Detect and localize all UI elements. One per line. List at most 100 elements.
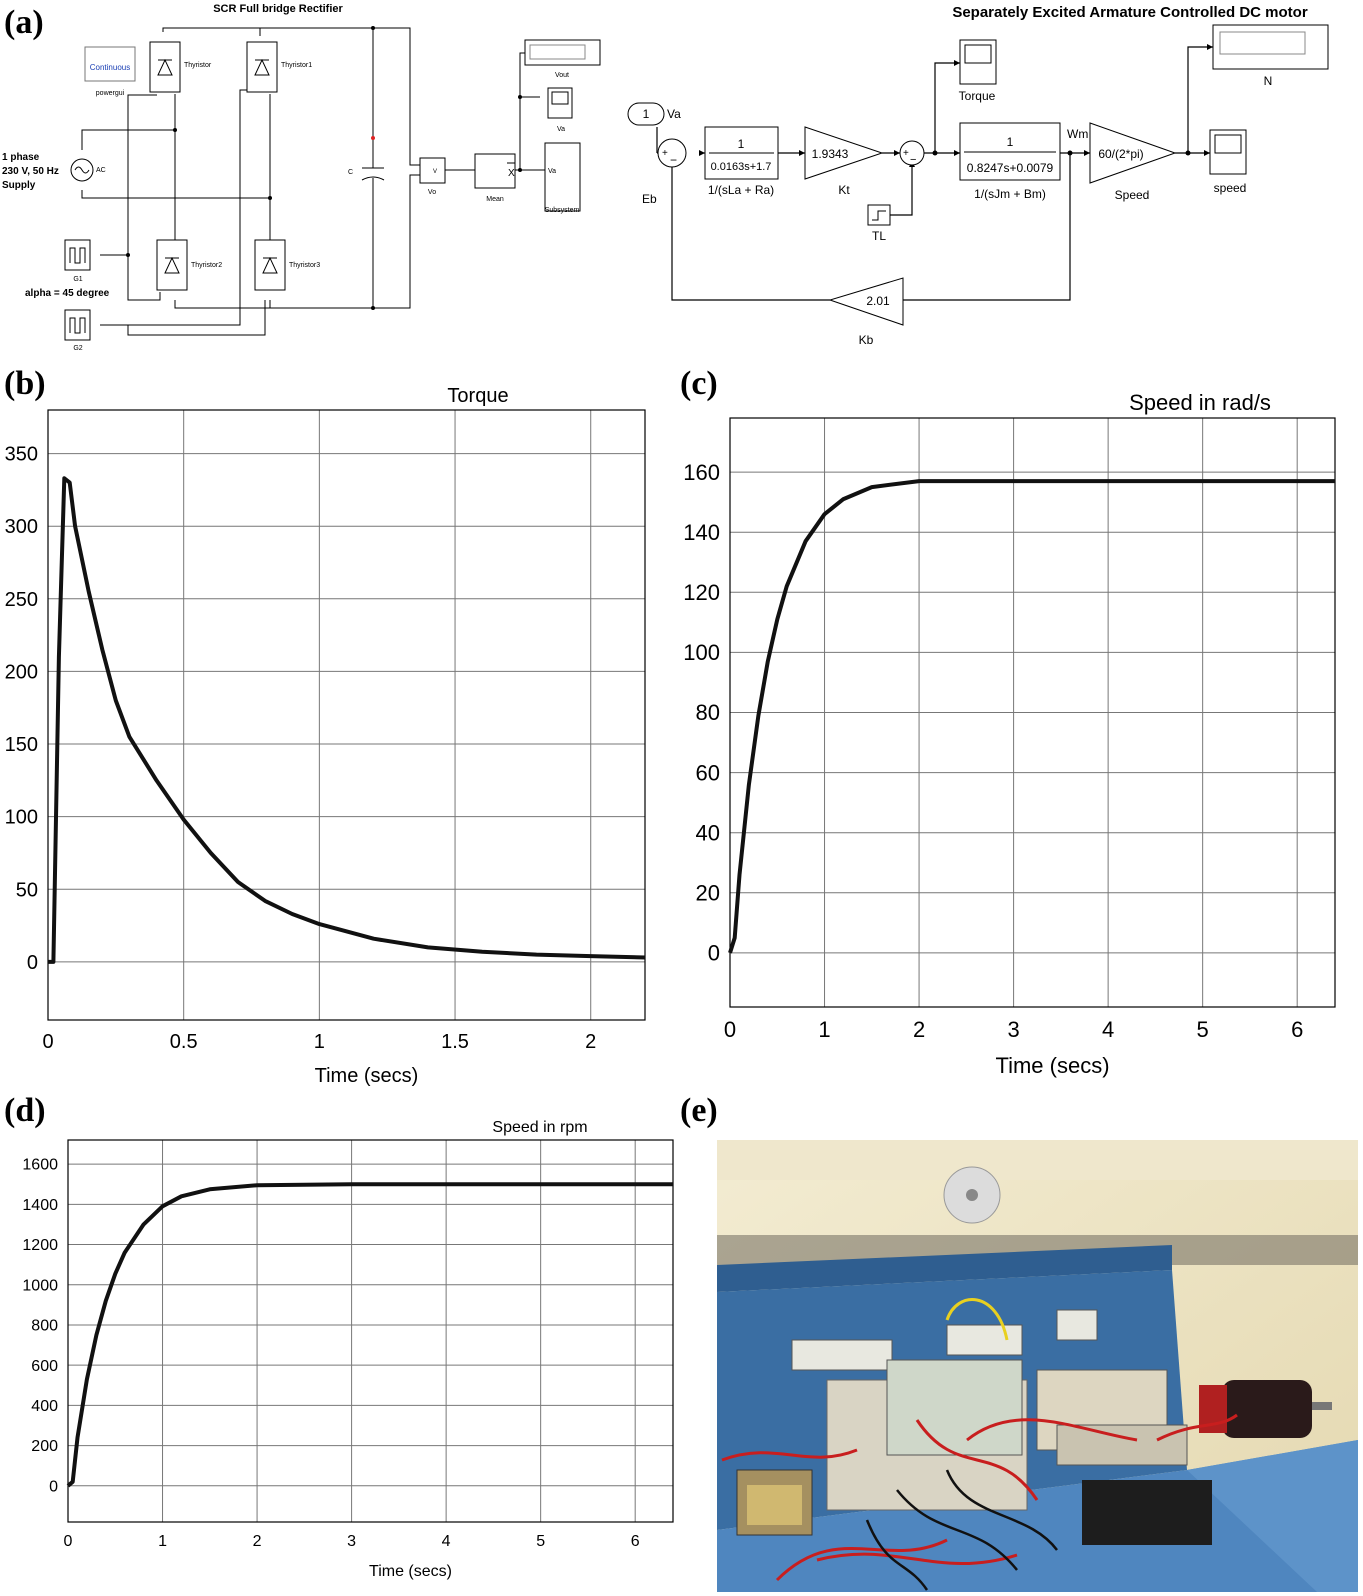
mean-block — [474, 153, 516, 189]
va-constant-block — [627, 102, 665, 126]
rectifier-title: SCR Full bridge Rectifier — [213, 3, 343, 15]
panel-label-c: (c) — [680, 365, 718, 402]
torque-chart: 0 0.5 1 1.5 2 0 50 100 150 200 250 300 350 Torque Time… — [5, 385, 646, 1087]
mean-label: Mean — [486, 196, 504, 203]
thyristor-label: Thyristor — [184, 62, 212, 69]
y-tick-label: 1400 — [22, 1197, 58, 1214]
kt-gain-block — [804, 126, 884, 180]
svg-text:−: − — [670, 153, 677, 167]
series-line — [728, 479, 1335, 954]
vo-label: Vo — [428, 189, 436, 196]
speed-scope-label: speed — [1214, 181, 1247, 195]
thyristor3-label: Thyristor3 — [289, 262, 320, 269]
svg-text:+: + — [903, 148, 909, 159]
x-tick-label: 0 — [64, 1533, 73, 1550]
x-tick-label: 1 — [818, 1017, 830, 1042]
y-tick-label: 800 — [31, 1318, 58, 1335]
x-tick-label: 2 — [585, 1031, 596, 1053]
x-axis-label: Time (secs) — [995, 1053, 1109, 1078]
panel-label-e: (e) — [680, 1092, 718, 1129]
y-tick-label: 0 — [708, 941, 720, 966]
x-tick-label: 5 — [536, 1533, 545, 1550]
y-tick-label: 0 — [49, 1478, 58, 1495]
mean-symbol: X — [508, 168, 515, 179]
supply-line-2: 230 V, 50 Hz — [2, 166, 59, 177]
capacitor-label: C — [348, 169, 353, 176]
kb-label: Kb — [859, 333, 874, 347]
pulse-generator-g1 — [64, 239, 91, 271]
x-tick-label: 3 — [347, 1533, 356, 1550]
x-axis-label: Time (secs) — [369, 1563, 452, 1580]
x-tick-label: 0.5 — [170, 1031, 198, 1053]
sum-junction-1 — [657, 138, 687, 168]
y-tick-label: 300 — [5, 516, 38, 538]
lab-setup-photo — [717, 1140, 1358, 1592]
panel-label-d: (d) — [4, 1092, 46, 1129]
y-tick-label: 400 — [31, 1398, 58, 1415]
y-tick-label: 120 — [683, 580, 720, 605]
vo-block — [419, 157, 446, 184]
y-tick-label: 200 — [5, 661, 38, 683]
g1-label: G1 — [73, 276, 82, 283]
y-tick-label: 40 — [696, 820, 720, 845]
tf1-num: 1 — [738, 137, 745, 151]
speed-gain-block — [1089, 122, 1177, 184]
powergui-label: Continuous — [90, 63, 130, 72]
x-tick-label: 4 — [442, 1533, 451, 1550]
tl-label: TL — [872, 229, 886, 243]
kb-gain-block — [828, 277, 904, 326]
y-tick-label: 1200 — [22, 1237, 58, 1254]
x-tick-label: 6 — [1291, 1017, 1303, 1042]
y-tick-label: 250 — [5, 589, 38, 611]
thyristor3-block — [254, 239, 286, 291]
thyristor2-block — [156, 239, 188, 291]
plot-frame — [47, 409, 646, 1021]
y-tick-label: 60 — [696, 760, 720, 785]
tl-step-block — [867, 204, 891, 226]
y-tick-label: 150 — [5, 734, 38, 756]
plot-frame — [67, 1139, 674, 1523]
capacitor-icon — [361, 150, 385, 195]
x-tick-label: 2 — [253, 1533, 262, 1550]
sum-junction-2 — [899, 140, 925, 166]
vo-port: V — [433, 169, 437, 175]
x-tick-label: 0 — [42, 1031, 53, 1053]
wall-fan-icon — [943, 1166, 1001, 1224]
y-tick-label: 100 — [5, 807, 38, 829]
thyristor1-block — [246, 41, 278, 93]
thyristor2-label: Thyristor2 — [191, 262, 222, 269]
g2-label: G2 — [73, 345, 82, 352]
plot-frame — [729, 417, 1336, 1008]
x-tick-label: 1 — [158, 1533, 167, 1550]
speed-gain-label: Speed — [1115, 188, 1150, 202]
eb-label: Eb — [642, 192, 657, 206]
y-tick-label: 1000 — [22, 1277, 58, 1294]
tf1-den: 0.0163s+1.7 — [711, 161, 772, 173]
motor-diagram: Separately Excited Armature Controlled D… — [627, 4, 1329, 347]
y-tick-label: 100 — [683, 640, 720, 665]
pulse-generator-g2 — [64, 309, 91, 341]
supply-line-3: Supply — [2, 180, 36, 191]
wm-label: Wm — [1067, 127, 1088, 141]
x-tick-label: 1.5 — [441, 1031, 469, 1053]
y-tick-label: 0 — [27, 952, 38, 974]
panel-label-b: (b) — [4, 365, 46, 402]
y-tick-label: 350 — [5, 444, 38, 466]
n-label: N — [1264, 74, 1273, 88]
x-tick-label: 6 — [631, 1533, 640, 1550]
torque-scope-label: Torque — [959, 89, 996, 103]
y-tick-label: 1600 — [22, 1157, 58, 1174]
kb-value: 2.01 — [866, 294, 890, 308]
vout-label: Vout — [555, 72, 569, 79]
va-scope-label: Va — [557, 126, 565, 133]
y-tick-label: 600 — [31, 1358, 58, 1375]
x-tick-label: 2 — [913, 1017, 925, 1042]
x-tick-label: 5 — [1197, 1017, 1209, 1042]
x-tick-label: 0 — [724, 1017, 736, 1042]
tf2-num: 1 — [1007, 135, 1014, 149]
tf2-label: 1/(sJm + Bm) — [974, 187, 1046, 201]
va-constant-value: 1 — [643, 107, 650, 121]
chart-title: Speed in rpm — [492, 1119, 587, 1136]
x-tick-label: 3 — [1007, 1017, 1019, 1042]
